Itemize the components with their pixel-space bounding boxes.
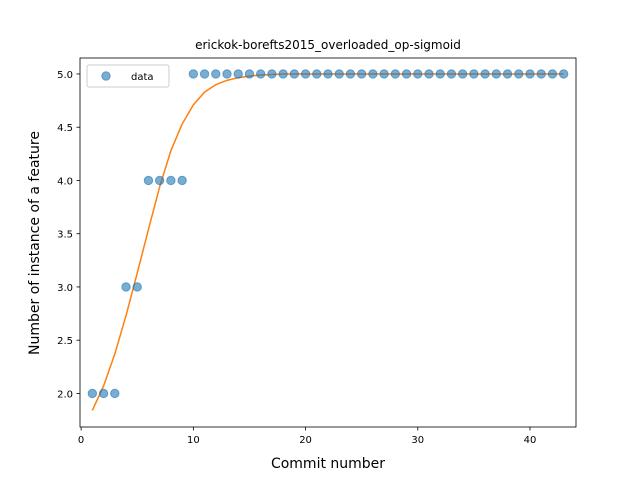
legend-box — [86, 64, 170, 88]
data-point — [233, 69, 243, 79]
data-point — [143, 175, 154, 186]
data-point — [278, 69, 288, 79]
data-point — [132, 282, 142, 292]
data-point — [457, 69, 468, 79]
data-point — [401, 69, 412, 79]
data-point — [491, 69, 502, 79]
y-axis-title: Number of instance of a feature — [27, 131, 43, 355]
data-point — [177, 175, 187, 186]
data-point — [525, 69, 535, 79]
data-point — [480, 69, 490, 79]
data-point — [379, 69, 389, 79]
legend-marker — [101, 71, 111, 81]
data-point — [446, 69, 457, 79]
x-tick-label: 0 — [78, 435, 84, 446]
data-point — [435, 69, 445, 79]
data-point — [211, 69, 221, 79]
axes-frame — [79, 57, 577, 428]
data-point — [188, 69, 199, 79]
data-point — [166, 175, 176, 186]
y-tick-label: 2.0 — [57, 389, 73, 400]
data-point — [334, 69, 344, 79]
data-point — [413, 69, 423, 79]
data-point — [121, 282, 131, 292]
y-tick-label: 4.0 — [57, 176, 73, 187]
y-tick-label: 3.0 — [57, 283, 73, 294]
data-point — [368, 69, 378, 79]
y-tick-label: 5.0 — [57, 70, 73, 81]
data-point — [390, 69, 401, 79]
data-point — [289, 69, 300, 79]
legend-label: data — [131, 72, 154, 83]
data-point — [536, 69, 546, 79]
data-point — [312, 69, 322, 79]
y-tick-label: 2.5 — [57, 336, 73, 347]
data-point — [87, 388, 98, 399]
axes: 0 10 20 30 40 2.0 2.5 3.0 3.5 4.0 4.5 5.0 — [57, 57, 577, 446]
data-point — [558, 69, 569, 79]
data-point — [502, 69, 513, 79]
data-point — [356, 69, 367, 79]
data-point — [110, 388, 120, 399]
data-point — [345, 69, 356, 79]
data-point — [469, 69, 479, 79]
data-point — [199, 69, 210, 79]
data-point — [424, 69, 434, 79]
data-point — [547, 69, 558, 79]
data-point — [154, 175, 165, 186]
x-tick-label: 40 — [524, 435, 537, 446]
x-tick-label: 20 — [299, 435, 312, 446]
data-point — [514, 69, 524, 79]
data-point — [300, 69, 311, 79]
y-tick-label: 4.5 — [57, 123, 73, 134]
legend: data — [86, 64, 170, 88]
data-point — [323, 69, 333, 79]
chart-title: erickok-borefts2015_overloaded_op-sigmoi… — [195, 38, 461, 52]
data-point — [255, 69, 266, 79]
x-tick-label: 30 — [411, 435, 424, 446]
data-point — [244, 69, 255, 79]
data-point — [267, 69, 277, 79]
data-point — [98, 388, 109, 399]
x-tick-label: 10 — [187, 435, 200, 446]
data-point — [222, 69, 232, 79]
y-tick-label: 3.5 — [57, 230, 73, 241]
x-axis-title: Commit number — [271, 456, 385, 472]
plot-area — [87, 69, 569, 411]
